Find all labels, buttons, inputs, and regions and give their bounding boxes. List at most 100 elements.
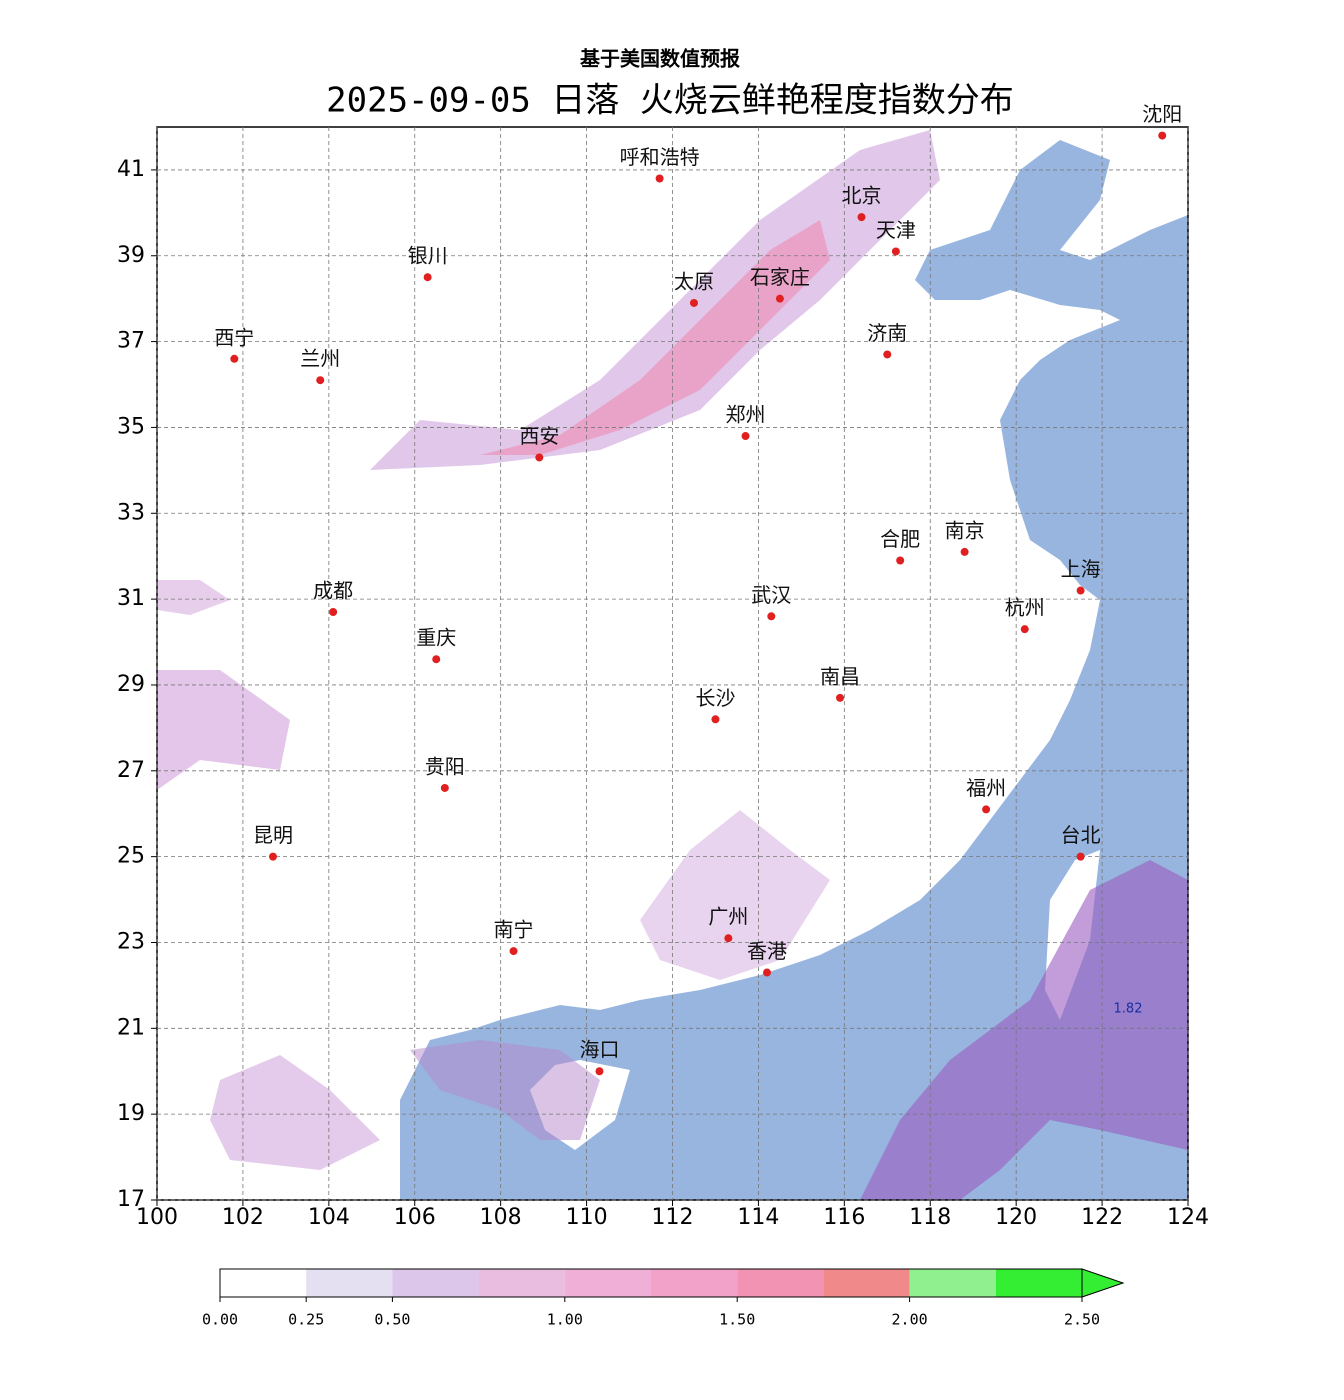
city-label: 西宁 (214, 325, 254, 349)
city-dot (1158, 131, 1167, 140)
colorbar-segment (995, 1269, 1082, 1297)
city-dot (775, 294, 784, 303)
colorbar-segment (478, 1269, 565, 1297)
city-dot (316, 376, 325, 385)
city-label: 重庆 (416, 626, 456, 650)
colorbar-tick-label: 0.25 (288, 1311, 324, 1329)
y-tick-label: 35 (117, 414, 145, 439)
y-tick-label: 21 (117, 1015, 145, 1040)
city-dot (767, 612, 776, 621)
city-label: 贵阳 (425, 754, 465, 778)
index-area (157, 670, 290, 790)
city-label: 杭州 (1005, 596, 1045, 620)
city-label: 台北 (1061, 823, 1101, 847)
y-tick-label: 37 (117, 329, 145, 354)
city-label: 天津 (876, 218, 916, 242)
city-label: 郑州 (726, 403, 766, 427)
city-label: 长沙 (695, 686, 735, 710)
x-tick-label: 122 (1081, 1205, 1123, 1230)
index-area (157, 580, 230, 615)
colorbar-segment (392, 1269, 479, 1297)
city-dot (741, 432, 750, 441)
x-tick-label: 116 (823, 1205, 865, 1230)
city-label: 海口 (579, 1038, 619, 1062)
colorbar-segment (306, 1269, 393, 1297)
y-tick-label: 19 (117, 1101, 145, 1126)
x-tick-label: 114 (737, 1205, 779, 1230)
city-dot (432, 655, 441, 664)
city-dot (711, 715, 720, 724)
city-label: 南京 (945, 518, 985, 542)
city-label: 呼和浩特 (620, 145, 700, 169)
max-label: 1.82 (1114, 1002, 1143, 1017)
city-dot (883, 350, 892, 359)
x-tick-label: 118 (909, 1205, 951, 1230)
x-tick-label: 124 (1167, 1205, 1209, 1230)
city-label: 太原 (674, 269, 714, 293)
y-tick-label: 17 (117, 1187, 145, 1212)
colorbar-tick-label: 0.00 (202, 1311, 238, 1329)
city-dot (423, 273, 432, 282)
colorbar-frame (219, 1268, 1082, 1298)
city-dot (655, 174, 664, 183)
city-dot (896, 556, 905, 565)
colorbar-tick-label: 1.00 (547, 1311, 583, 1329)
city-label: 上海 (1061, 557, 1101, 581)
sea (400, 140, 1188, 1200)
y-tick-label: 23 (117, 929, 145, 954)
title: 2025-09-05 日落 火烧云鲜艳程度指数分布 (326, 81, 1014, 121)
city-dot (1020, 625, 1029, 634)
x-tick-label: 106 (394, 1205, 436, 1230)
city-dot (1076, 586, 1085, 595)
city-label: 成都 (313, 578, 353, 602)
colorbar-extend (1081, 1268, 1125, 1298)
colorbar-tick-label: 0.50 (374, 1311, 410, 1329)
index-area (210, 1055, 380, 1170)
x-tick-label: 108 (480, 1205, 522, 1230)
city-dot (982, 805, 991, 814)
index-area (640, 810, 830, 980)
city-label: 昆明 (253, 823, 293, 847)
city-dot (763, 968, 772, 977)
city-label: 南宁 (494, 918, 534, 942)
city-dot (595, 1067, 604, 1076)
city-dot (724, 934, 733, 943)
index-area (480, 220, 830, 455)
city-dot (440, 783, 449, 792)
city-label: 兰州 (300, 347, 340, 371)
x-tick-label: 102 (222, 1205, 264, 1230)
x-tick-label: 100 (136, 1205, 178, 1230)
colorbar-tick-label: 1.50 (719, 1311, 755, 1329)
city-label: 广州 (708, 905, 748, 929)
city-label: 沈阳 (1142, 102, 1182, 126)
city-dot (268, 852, 277, 861)
city-dot (689, 298, 698, 307)
x-tick-label: 104 (308, 1205, 350, 1230)
city-label: 银川 (408, 244, 448, 268)
city-dot (891, 247, 900, 256)
index-area (410, 1040, 600, 1140)
index-area (370, 130, 940, 470)
city-dot (509, 947, 518, 956)
city-dot (960, 547, 969, 556)
city-label: 福州 (966, 776, 1006, 800)
colorbar-segment (220, 1269, 307, 1297)
city-label: 石家庄 (750, 265, 810, 289)
x-tick-label: 120 (995, 1205, 1037, 1230)
colorbar-tick-label: 2.00 (892, 1311, 928, 1329)
city-label: 武汉 (751, 583, 791, 607)
city-label: 南昌 (820, 664, 860, 688)
colorbar-segment (564, 1269, 651, 1297)
index-area (860, 860, 1188, 1200)
city-dot (535, 453, 544, 462)
city-dot (857, 213, 866, 222)
city-label: 西安 (519, 424, 559, 448)
city-label: 合肥 (880, 527, 920, 551)
city-label: 北京 (842, 184, 882, 208)
colorbar-tick-label: 2.50 (1064, 1311, 1100, 1329)
city-label: 香港 (747, 939, 787, 963)
y-tick-label: 27 (117, 758, 145, 783)
city-dot (329, 607, 338, 616)
y-tick-label: 25 (117, 844, 145, 869)
y-tick-label: 41 (117, 157, 145, 182)
